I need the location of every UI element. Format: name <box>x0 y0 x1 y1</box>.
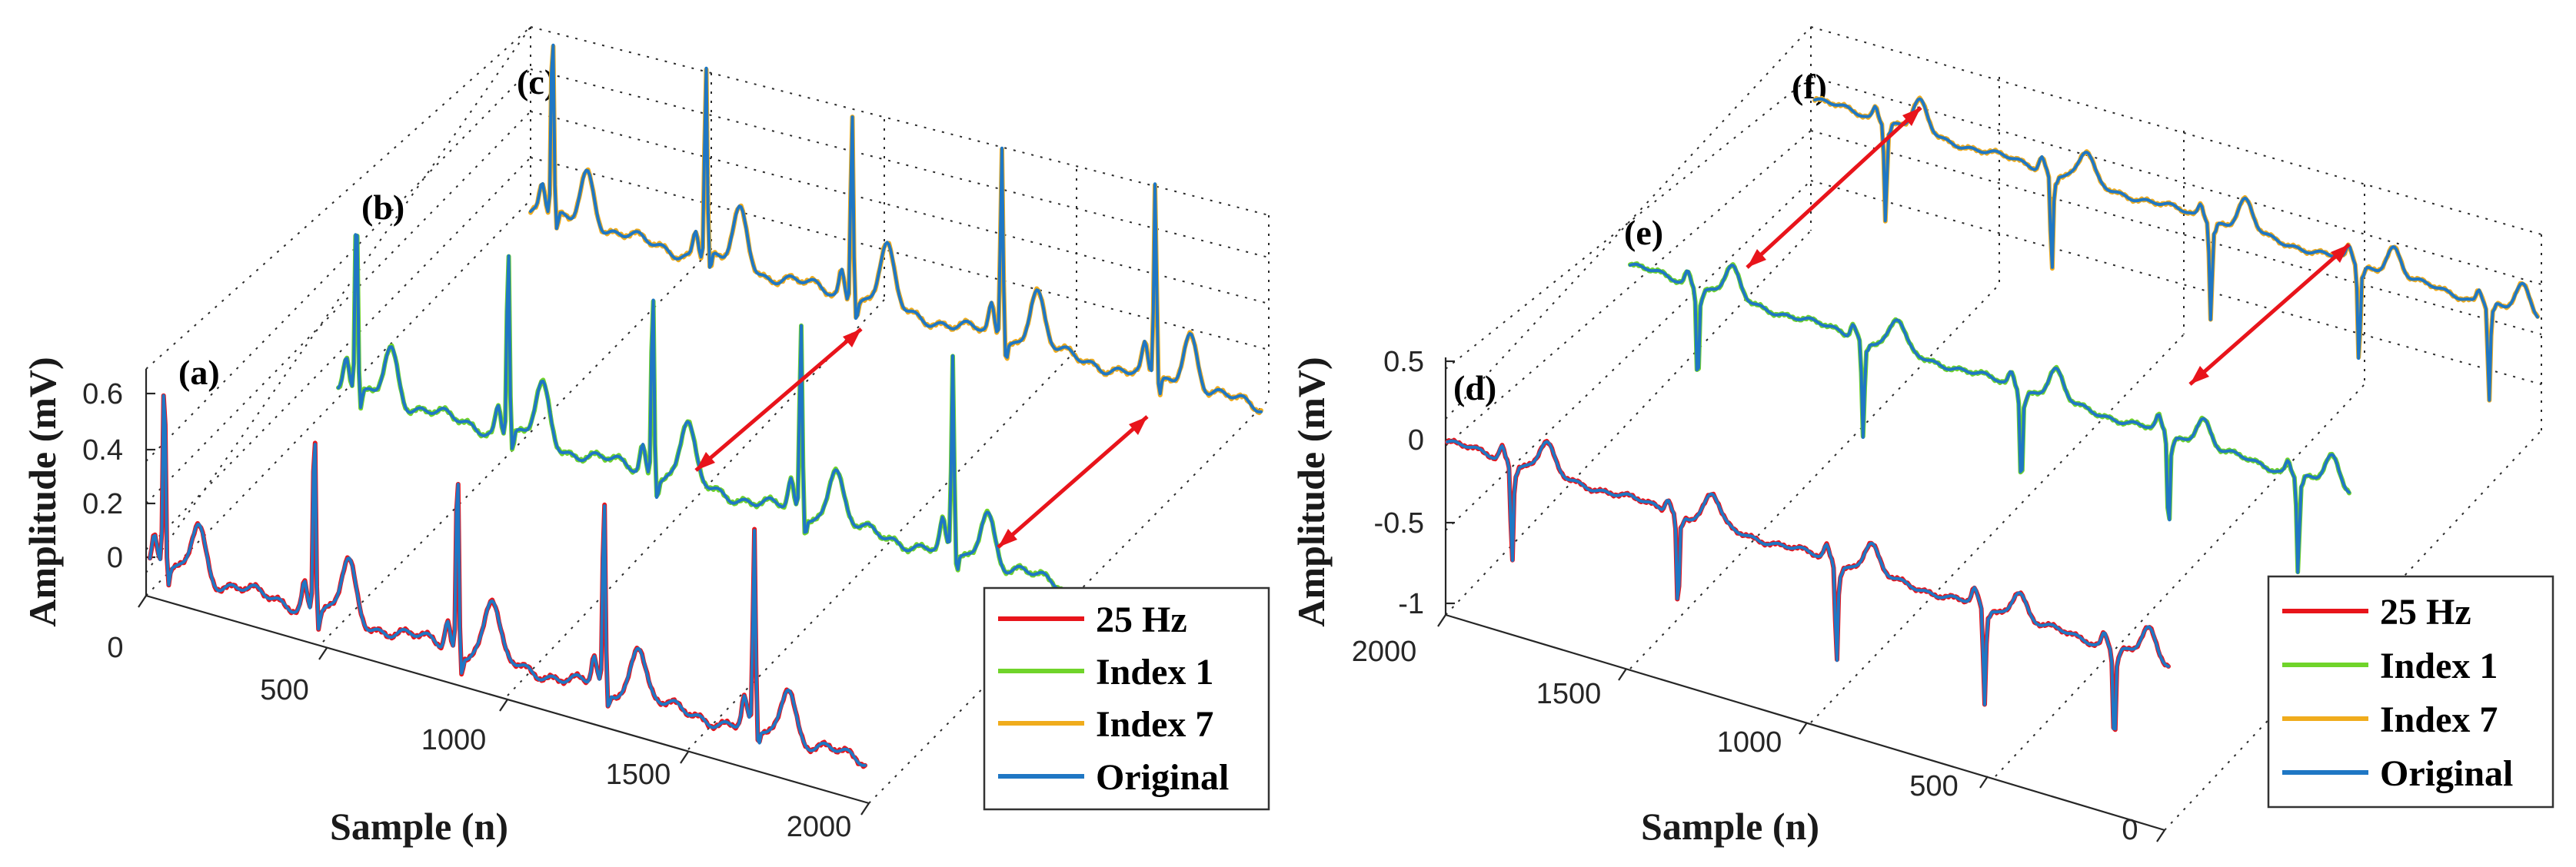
left-arrows <box>694 327 1149 549</box>
panel-tag-e: (e) <box>1624 213 1663 252</box>
panel-tag-b: (b) <box>361 188 404 227</box>
right-traces <box>1445 95 2540 732</box>
left-xtick-2: 1000 <box>421 724 487 756</box>
right-x-axis <box>1445 613 2165 832</box>
right-xtick-0: 2000 <box>1352 636 1417 668</box>
right-xtick-4: 0 <box>2122 814 2138 846</box>
arrow-head <box>696 452 715 470</box>
left-ytick-3: 0.6 <box>82 378 123 410</box>
legend-label-index1: Index 1 <box>2380 646 2498 686</box>
trace-b-original <box>337 233 1063 590</box>
right-ytick-1: 0 <box>1408 424 1424 457</box>
left-xtick-4: 2000 <box>787 811 852 843</box>
arrow-head <box>1129 417 1147 435</box>
right-xtick-1: 1500 <box>1536 678 1602 710</box>
left-legend: 25 Hz Index 1 Index 7 Original <box>983 586 1270 811</box>
right-axes <box>1437 357 2165 842</box>
arrow-b-c-2 <box>997 415 1149 549</box>
trace-f-filtered <box>1812 95 2540 403</box>
trace-d-original <box>1446 439 2170 731</box>
right-xtick-2: 1000 <box>1717 726 1782 759</box>
arrow-head <box>2190 366 2209 384</box>
arrow-head <box>2331 244 2349 263</box>
trace-a-original <box>148 394 867 767</box>
arrow-b-c-1 <box>694 327 863 472</box>
arrow-head <box>843 329 861 347</box>
legend-label-25hz: 25 Hz <box>2380 592 2471 633</box>
arrow-head <box>998 529 1017 547</box>
left-xtick-1: 500 <box>260 674 308 706</box>
legend-label-index1: Index 1 <box>1096 652 1213 693</box>
legend-label-25hz: 25 Hz <box>1096 600 1187 640</box>
arrow-head <box>1747 249 1766 267</box>
right-xtick-3: 500 <box>1909 770 1958 802</box>
arrow-head <box>1902 108 1921 126</box>
left-axes <box>138 369 870 816</box>
trace-e-original <box>1629 262 2351 574</box>
trace-f-original <box>1813 97 2539 402</box>
left-chart: 0 0.2 0.4 0.6 0 500 1000 1500 2000 Ampli… <box>21 26 1270 848</box>
right-ylabel: Amplitude (mV) <box>1290 357 1333 626</box>
left-xtick-3: 1500 <box>606 759 671 791</box>
arrow-e-f-1 <box>1746 106 1922 269</box>
right-legend: 25 Hz Index 1 Index 7 Original <box>2267 575 2554 809</box>
legend-label-original: Original <box>1096 757 1229 798</box>
legend-label-original: Original <box>2380 753 2513 794</box>
right-ytick-0: 0.5 <box>1383 346 1424 378</box>
right-ytick-3: -1 <box>1398 588 1424 620</box>
left-ytick-2: 0.4 <box>82 434 123 467</box>
right-chart: 0.5 0 -0.5 -1 2000 1500 1000 500 0 Ampli… <box>1290 26 2554 848</box>
trace-c-original <box>529 43 1263 414</box>
right-ytick-2: -0.5 <box>1374 507 1424 540</box>
left-ytick-0: 0 <box>107 542 123 574</box>
left-ytick-1: 0.2 <box>82 488 123 520</box>
arrow-e-f-2 <box>2188 243 2351 386</box>
right-arrows <box>1746 106 2351 386</box>
right-grid <box>1445 26 2542 831</box>
legend-label-index7: Index 7 <box>1096 704 1213 745</box>
left-xlabel: Sample (n) <box>330 805 508 848</box>
trace-e-filtered <box>1628 261 2351 575</box>
right-xlabel: Sample (n) <box>1641 805 1819 848</box>
left-xtick-0: 0 <box>107 632 123 664</box>
legend-label-index7: Index 7 <box>2380 699 2498 740</box>
left-ylabel: Amplitude (mV) <box>21 357 64 626</box>
panel-tag-a: (a) <box>178 353 220 392</box>
panel-tag-d: (d) <box>1453 368 1496 407</box>
